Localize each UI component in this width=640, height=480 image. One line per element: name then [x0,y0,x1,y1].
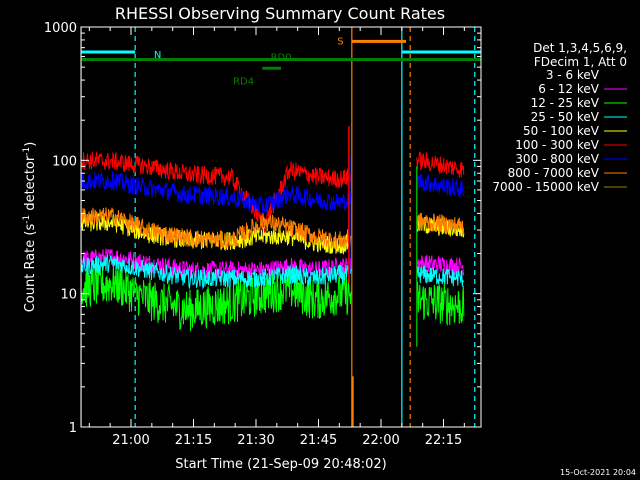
legend-label-0: 3 - 6 keV [546,68,600,82]
plot-content [81,27,481,427]
y-tick-label-3: 1000 [44,21,77,36]
series-line-7-0 [81,207,352,250]
series-line-6-0 [81,171,352,215]
chart-title: RHESSI Observing Summary Count Rates [115,4,445,23]
x-tick-label-0: 21:00 [112,433,149,448]
annotation-label-rd4: RD4 [233,76,254,87]
x-tick-label-5: 22:15 [425,433,462,448]
y-tick-label-0: 1 [69,421,77,436]
x-tick-label-1: 21:15 [175,433,212,448]
legend-header-1: Det 1,3,4,5,6,9, [533,41,627,55]
series-line-7-1 [416,212,465,235]
legend-label-8: 7000 - 15000 keV [492,180,599,194]
series-line-5-1 [416,151,465,178]
y-tick-label-2: 100 [52,154,77,169]
legend-label-7: 800 - 7000 keV [508,166,600,180]
legend-label-5: 100 - 300 keV [515,138,599,152]
x-tick-label-3: 21:45 [300,433,337,448]
y-axis-label: Count Rate (s-1 detector-1) [22,142,38,313]
annotation-label-rd0: RD0 [271,53,292,64]
annotation-label-n: N [154,50,161,61]
plot-frame [80,26,482,428]
x-tick-label-4: 22:00 [362,433,399,448]
series-line-0-1 [416,269,465,292]
series-line-6-1 [416,174,465,198]
series-line-2-1 [416,280,465,327]
x-axis-label: Start Time (21-Sep-09 20:48:02) [175,457,386,472]
legend-label-4: 50 - 100 keV [523,124,600,138]
x-tick-label-2: 21:30 [237,433,274,448]
series-line-5-0 [81,151,352,233]
series-line-3-0 [81,255,352,290]
annotation-label-s: S [337,36,343,47]
axis-ticks: 1 10 100 1000 21:00 21:15 21:30 21:45 22:00 22:15 [44,21,481,448]
legend-label-2: 12 - 25 keV [531,96,600,110]
series-line-3-1 [416,265,465,287]
legend-label-6: 300 - 800 keV [515,152,599,166]
footer-date: 15-Oct-2021 20:04 [560,468,636,477]
legend-header-2: FDecim 1, Att 0 [534,55,627,69]
y-tick-label-1: 10 [60,288,77,303]
plot-area: N S RD0 RD4 [81,27,481,427]
legend-label-1: 6 - 12 keV [538,82,600,96]
legend-label-3: 25 - 50 keV [531,110,600,124]
series-line-1-0 [81,248,352,281]
